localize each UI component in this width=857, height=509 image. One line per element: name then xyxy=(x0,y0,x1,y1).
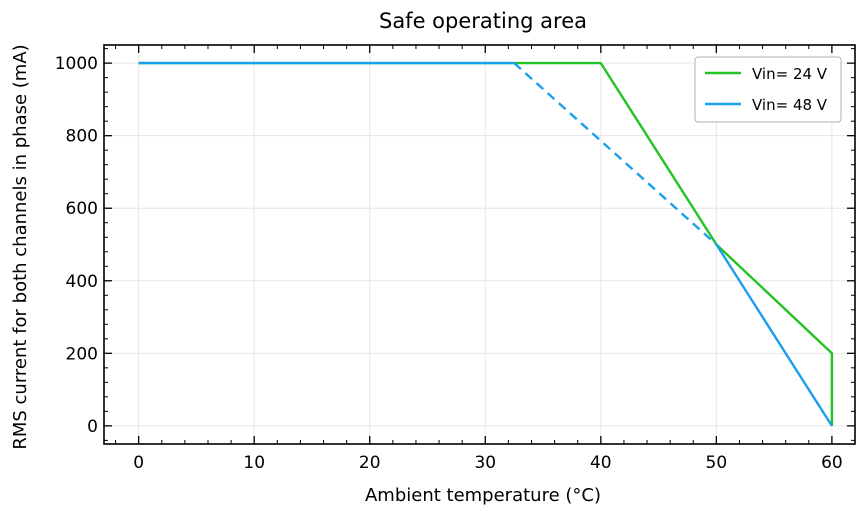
plot-series xyxy=(138,61,834,427)
x-tick-label: 20 xyxy=(359,453,381,473)
x-tick-label: 0 xyxy=(133,453,144,473)
x-tick-label: 50 xyxy=(706,453,728,473)
x-tick-label: 10 xyxy=(243,453,265,473)
x-tick-label: 40 xyxy=(590,453,612,473)
legend: Vin= 24 V Vin= 48 V xyxy=(694,56,842,123)
y-tick-label: 0 xyxy=(87,417,98,437)
y-axis-label: RMS current for both channels in phase (… xyxy=(10,44,31,449)
legend-label-vin-24v: Vin= 24 V xyxy=(752,65,828,83)
series-line-3 xyxy=(715,243,833,427)
y-tick-label: 200 xyxy=(66,344,98,364)
y-tick-label: 400 xyxy=(66,272,98,292)
chart-title: Safe operating area xyxy=(379,9,587,33)
series-line-2-dashed xyxy=(513,62,718,246)
plot-frame xyxy=(103,44,856,445)
y-tick-label: 800 xyxy=(66,127,98,147)
x-tick-label: 30 xyxy=(474,453,496,473)
y-tick-label: 600 xyxy=(66,199,98,219)
x-tick-label: 60 xyxy=(821,453,843,473)
y-tick-label: 1000 xyxy=(55,54,98,74)
legend-label-vin-48v: Vin= 48 V xyxy=(752,96,828,114)
x-axis-label: Ambient temperature (°C) xyxy=(365,485,601,506)
